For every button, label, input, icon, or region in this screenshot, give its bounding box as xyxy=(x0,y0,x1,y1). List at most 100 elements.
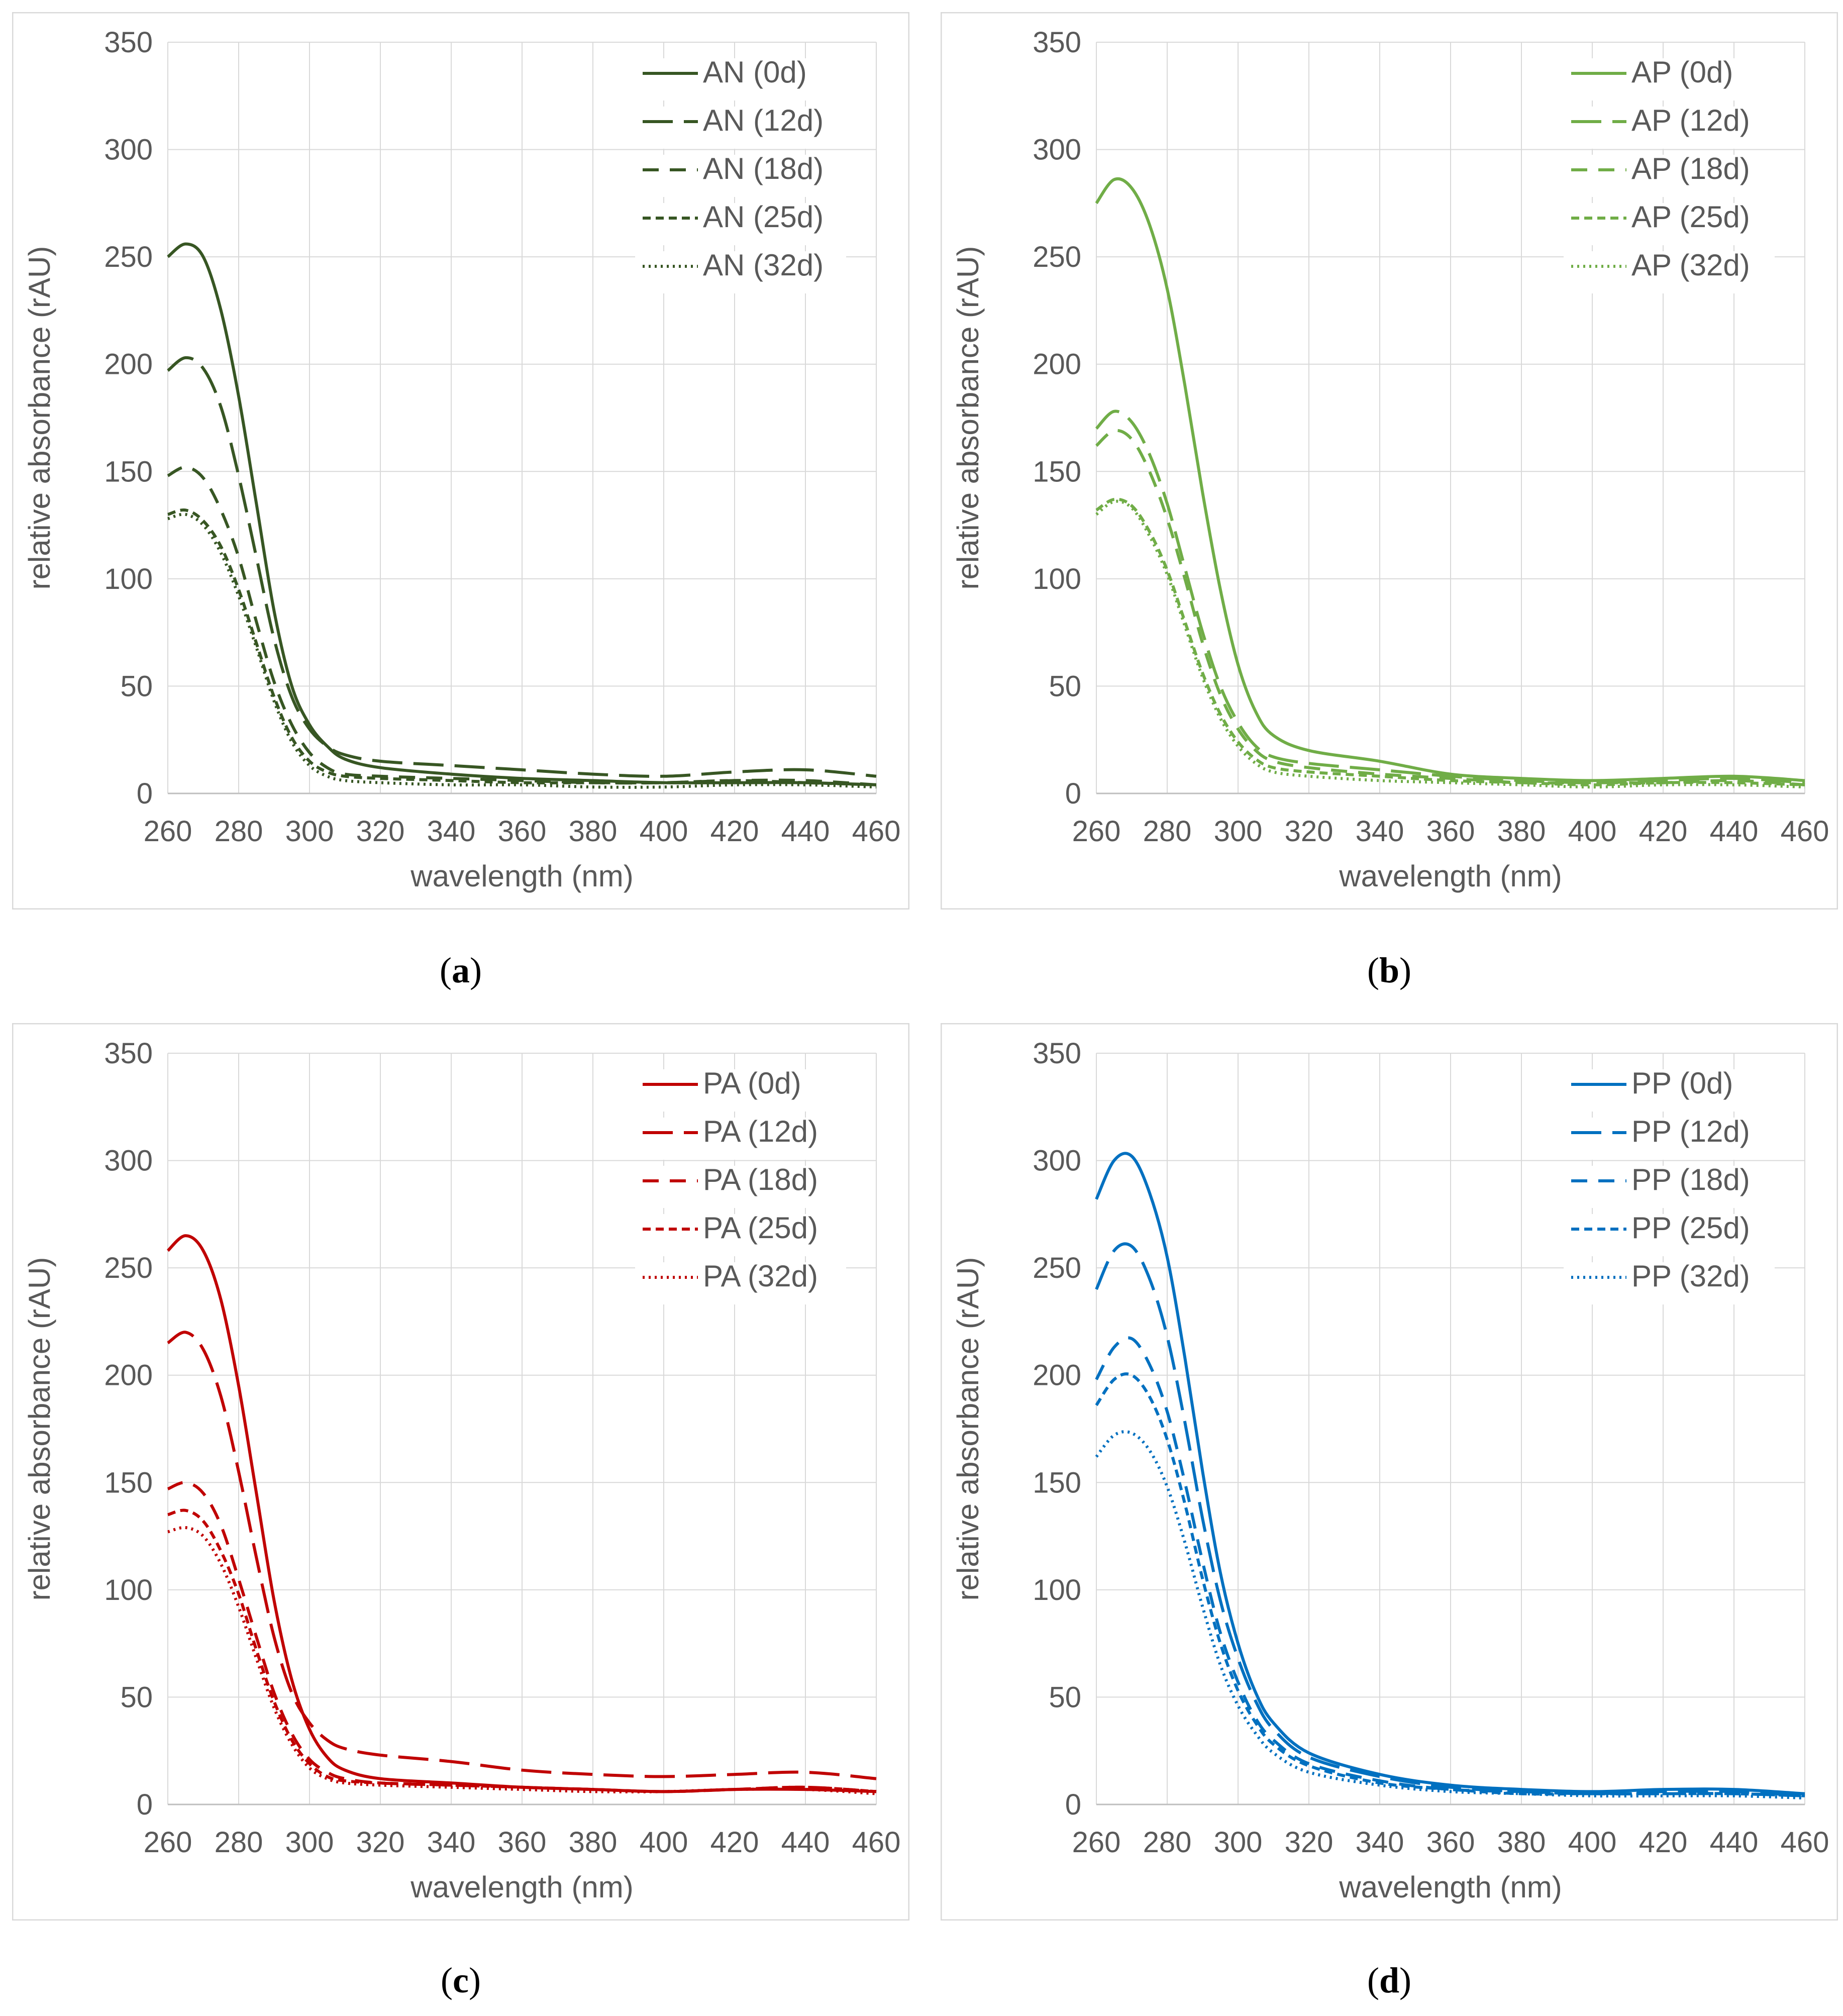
legend-entry-bg xyxy=(635,1069,846,1112)
caption-b-letter: b xyxy=(1379,950,1400,990)
legend-label: AP (25d) xyxy=(1631,200,1750,234)
legend-label: AN (25d) xyxy=(703,200,824,234)
x-tick-label: 360 xyxy=(1426,1826,1475,1859)
caption-c-close: ) xyxy=(468,1960,481,2000)
legend-entry-bg xyxy=(1564,203,1775,245)
y-axis-label: relative absorbance (rAU) xyxy=(23,246,56,590)
y-tick-label: 50 xyxy=(120,1681,153,1713)
y-tick-label: 0 xyxy=(137,777,153,810)
y-axis-label: relative absorbance (rAU) xyxy=(951,1257,985,1601)
y-tick-label: 300 xyxy=(104,134,153,166)
series-line-4 xyxy=(1095,1372,1805,1797)
legend-label: PP (0d) xyxy=(1631,1066,1733,1100)
x-tick-label: 460 xyxy=(1781,1826,1829,1859)
chart-c: 0 50 100 150 200 250 300 350 260 280 300 320 340 360 3… xyxy=(12,1023,909,1921)
x-axis-label: wavelength (nm) xyxy=(1339,859,1562,893)
x-axis-label: wavelength (nm) xyxy=(410,859,634,893)
chart-b: 0 50 100 150 200 250 300 350 260 280 300 320 340 360 3… xyxy=(941,12,1838,910)
y-tick-label: 0 xyxy=(1065,1788,1081,1821)
legend: AP (0d) AP (12d) AP (18d) AP (25d) AP (32d) xyxy=(1564,55,1775,293)
legend-label: PP (25d) xyxy=(1631,1211,1750,1245)
legend-entry-bg xyxy=(1564,1118,1775,1160)
caption-d-close: ) xyxy=(1399,1960,1411,2000)
legend-label: AN (32d) xyxy=(703,248,824,282)
y-tick-label: 150 xyxy=(104,1466,153,1499)
x-tick-label: 380 xyxy=(1497,1826,1546,1859)
x-tick-label: 400 xyxy=(640,1826,688,1859)
legend-entry-bg xyxy=(1564,58,1775,100)
x-tick-label: 440 xyxy=(1710,1826,1759,1859)
legend-entry-bg xyxy=(1564,1069,1775,1112)
legend-entry-bg xyxy=(635,203,846,245)
x-tick-label: 380 xyxy=(1497,815,1546,848)
caption-a-open: ( xyxy=(440,950,452,990)
x-tick-label: 340 xyxy=(427,815,476,848)
y-tick-label: 100 xyxy=(1033,563,1081,595)
series-line-3 xyxy=(167,1481,877,1793)
y-tick-label: 50 xyxy=(1049,670,1081,702)
x-tick-label: 400 xyxy=(1568,815,1617,848)
x-tick-label: 280 xyxy=(1143,815,1192,848)
legend-label: PA (18d) xyxy=(703,1163,818,1196)
x-tick-label: 300 xyxy=(1214,1826,1263,1859)
x-tick-label: 280 xyxy=(215,1826,263,1859)
x-tick-label: 460 xyxy=(852,1826,901,1859)
x-tick-label: 260 xyxy=(1072,1826,1121,1859)
x-tick-label: 420 xyxy=(1639,1826,1688,1859)
caption-c-letter: c xyxy=(453,1960,469,2000)
y-tick-label: 200 xyxy=(1033,348,1081,381)
x-tick-label: 280 xyxy=(215,815,263,848)
x-axis-label: wavelength (nm) xyxy=(410,1870,634,1904)
legend: AN (0d) AN (12d) AN (18d) AN (25d) AN (32d) xyxy=(635,55,846,293)
y-tick-label: 50 xyxy=(1049,1681,1081,1713)
caption-c-open: ( xyxy=(441,1960,453,2000)
series-line-5 xyxy=(167,1526,877,1795)
series-line-2 xyxy=(167,1331,877,1780)
legend-entry-bg xyxy=(635,58,846,100)
y-tick-label: 200 xyxy=(1033,1359,1081,1392)
x-axis-label: wavelength (nm) xyxy=(1339,1870,1562,1904)
y-tick-label: 350 xyxy=(1033,1037,1081,1070)
x-tick-label: 320 xyxy=(356,1826,405,1859)
y-tick-label: 100 xyxy=(104,1574,153,1606)
x-tick-label: 440 xyxy=(781,1826,830,1859)
x-tick-label: 360 xyxy=(1426,815,1475,848)
x-tick-label: 400 xyxy=(640,815,688,848)
legend-label: PP (32d) xyxy=(1631,1259,1750,1293)
series-line-4 xyxy=(1095,497,1805,786)
chart-a: 0 50 100 150 200 250 300 350 260 280 300 320 340 360 3… xyxy=(12,12,909,910)
legend-entry-bg xyxy=(635,107,846,149)
x-tick-label: 280 xyxy=(1143,1826,1192,1859)
legend-label: PA (0d) xyxy=(703,1066,801,1100)
legend-label: PP (12d) xyxy=(1631,1115,1750,1148)
caption-d: (d) xyxy=(1289,1962,1490,1998)
series-line-4 xyxy=(167,1508,877,1793)
x-tick-label: 380 xyxy=(569,1826,618,1859)
x-tick-label: 460 xyxy=(1781,815,1829,848)
x-tick-label: 420 xyxy=(710,815,759,848)
caption-b-open: ( xyxy=(1367,950,1379,990)
y-tick-label: 300 xyxy=(1033,134,1081,166)
y-tick-label: 0 xyxy=(137,1788,153,1821)
legend: PP (0d) PP (12d) PP (18d) PP (25d) PP (32d) xyxy=(1564,1066,1775,1304)
caption-d-letter: d xyxy=(1379,1960,1400,2000)
series-line-1 xyxy=(1095,177,1805,782)
legend-entry-bg xyxy=(1564,107,1775,149)
chart-panel-d: 0 50 100 150 200 250 300 350 260 280 300 320 340 360 3… xyxy=(941,1023,1838,1921)
chart-panel-b: 0 50 100 150 200 250 300 350 260 280 300 320 340 360 3… xyxy=(941,12,1838,910)
legend-entry-bg xyxy=(635,251,846,293)
legend-label: PA (12d) xyxy=(703,1115,818,1148)
x-tick-label: 320 xyxy=(1285,815,1334,848)
x-tick-label: 420 xyxy=(1639,815,1688,848)
x-tick-label: 260 xyxy=(144,1826,192,1859)
legend-label: AN (12d) xyxy=(703,104,824,137)
y-tick-label: 200 xyxy=(104,348,153,381)
legend-label: AP (12d) xyxy=(1631,104,1750,137)
x-tick-label: 440 xyxy=(1710,815,1759,848)
y-tick-label: 50 xyxy=(120,670,153,702)
legend-label: AN (0d) xyxy=(703,55,807,89)
x-tick-label: 340 xyxy=(1356,1826,1404,1859)
legend-label: AP (18d) xyxy=(1631,152,1750,185)
x-tick-label: 420 xyxy=(710,1826,759,1859)
legend-entry-bg xyxy=(635,1214,846,1256)
